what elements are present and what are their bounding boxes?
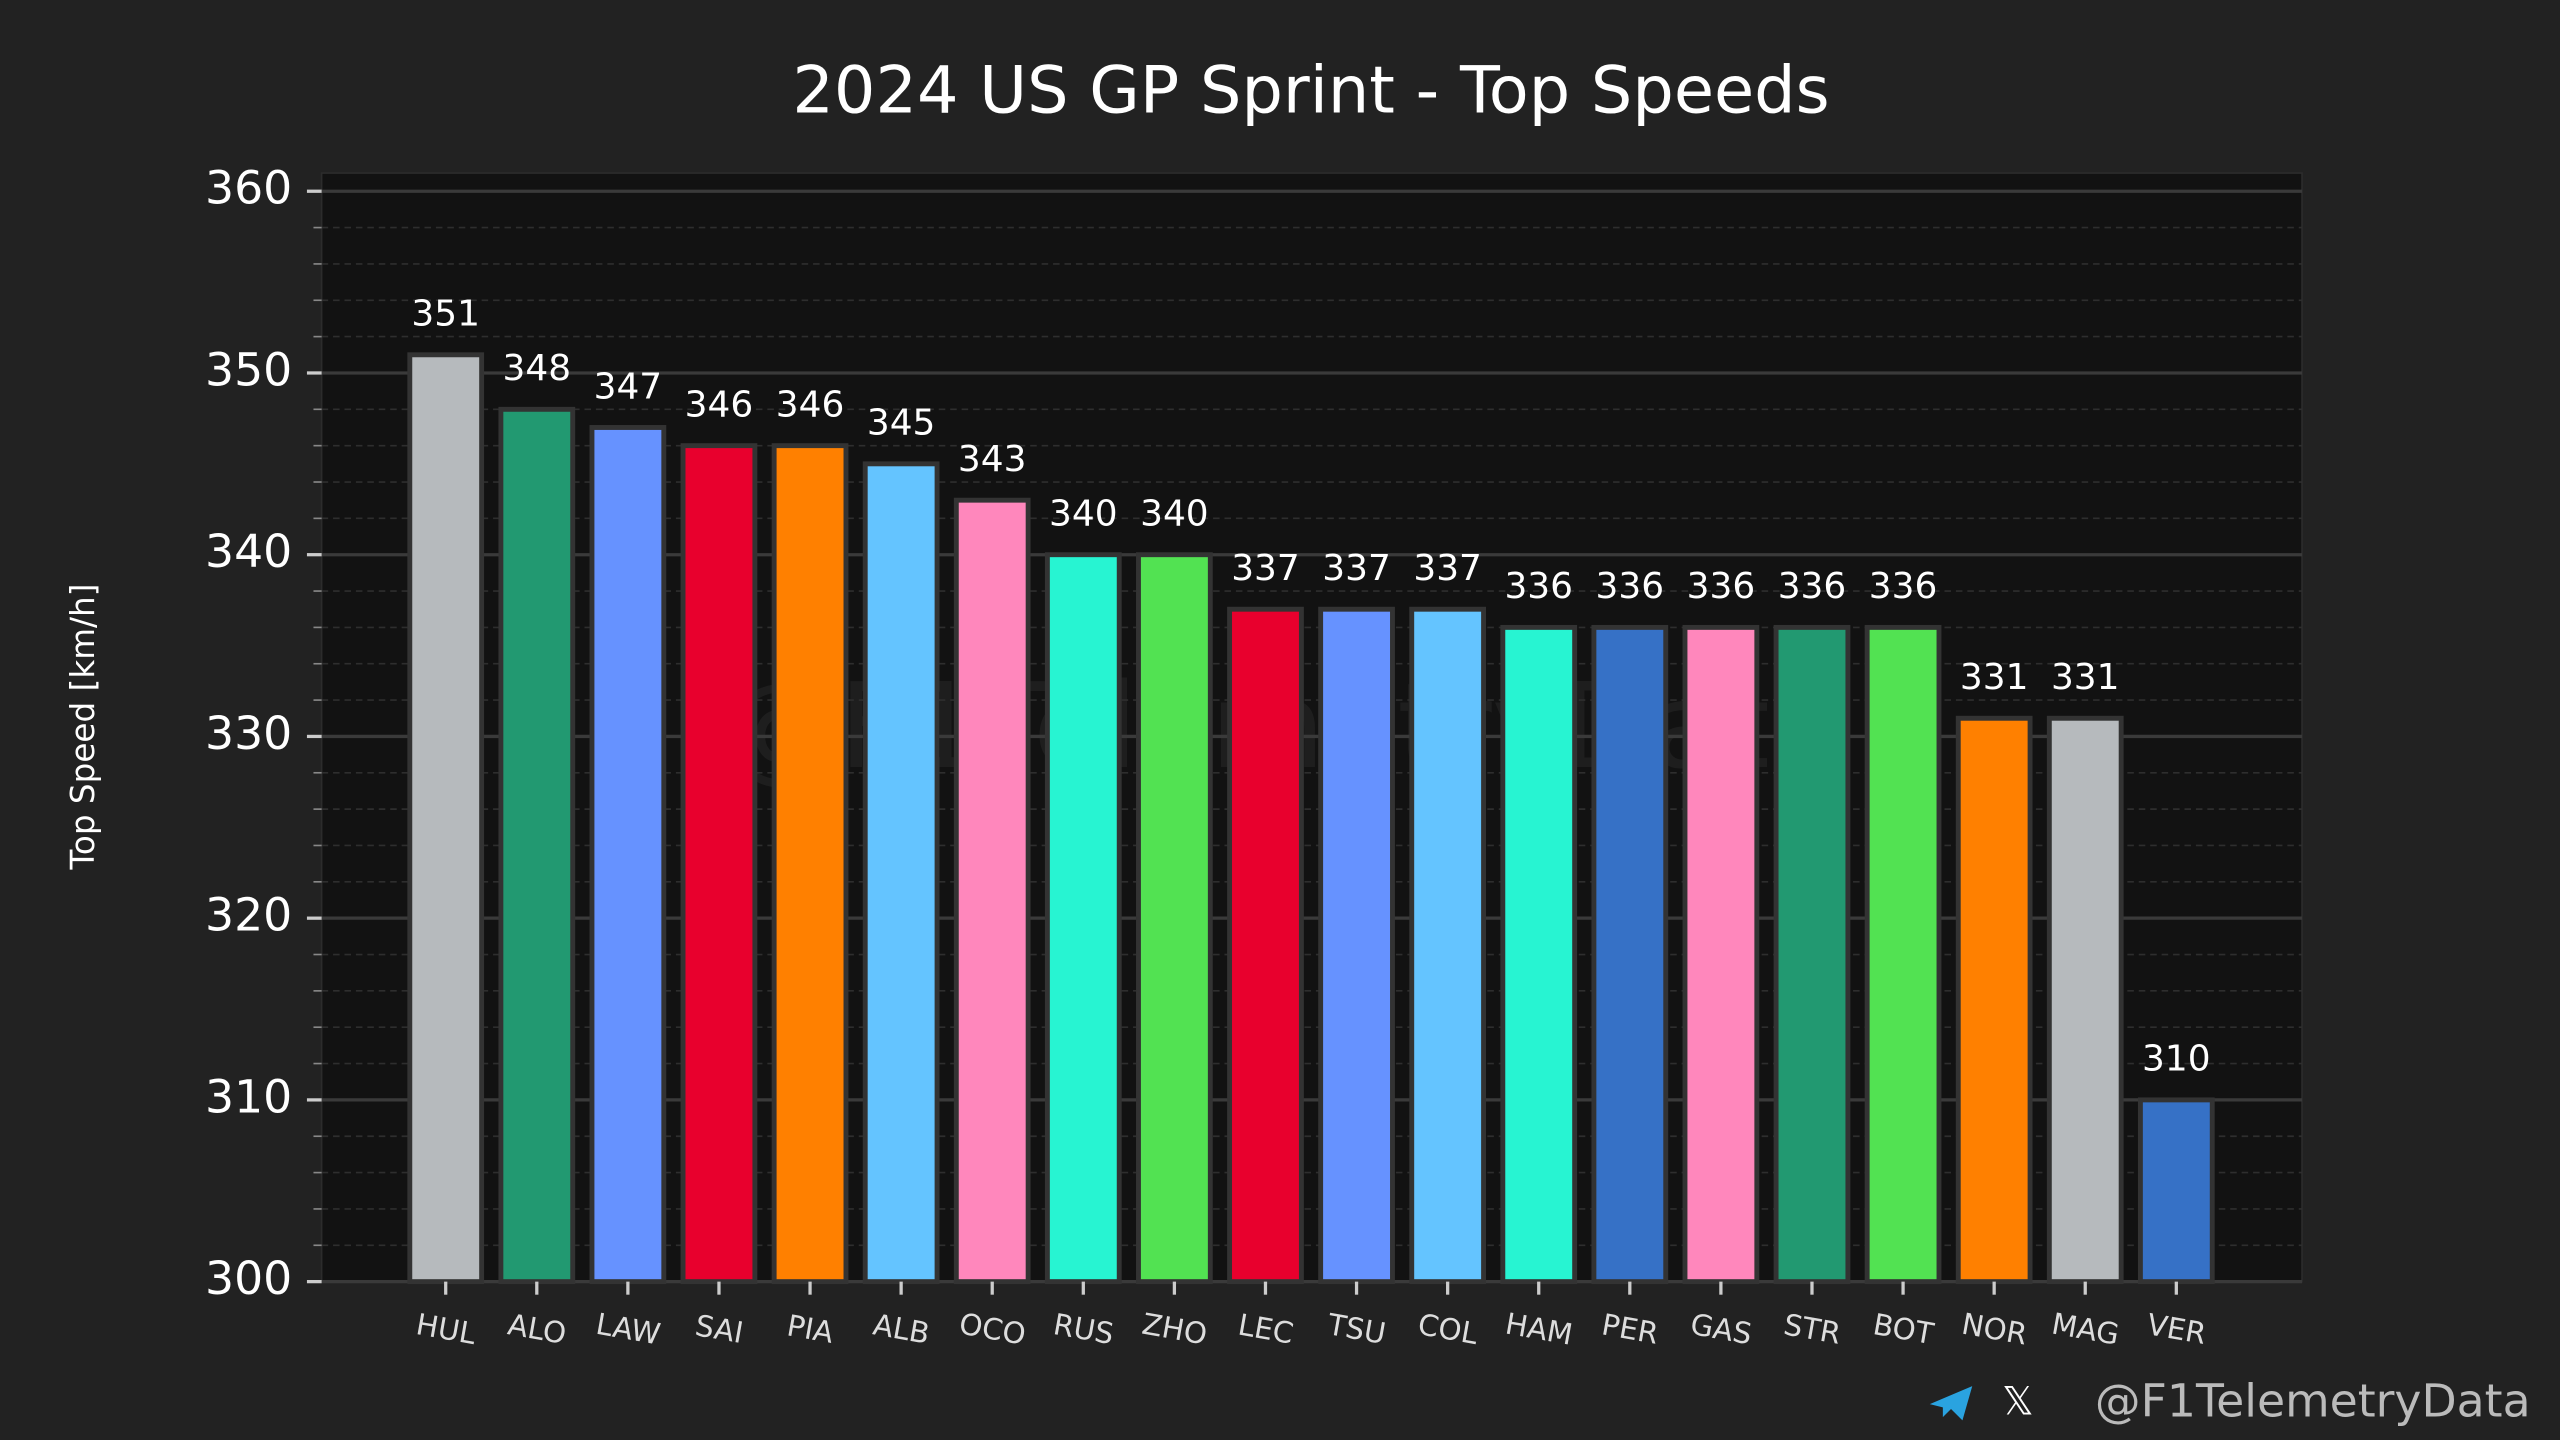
value-label: 337: [1413, 548, 1482, 589]
value-label: 348: [503, 348, 572, 389]
bar: [1773, 624, 1851, 1285]
value-label: 351: [411, 294, 480, 335]
bar: [498, 406, 576, 1285]
value-label: 340: [1140, 494, 1209, 535]
bar: [2046, 715, 2124, 1285]
bar: [1409, 606, 1487, 1285]
value-label: 346: [685, 384, 754, 425]
bar: [2137, 1097, 2215, 1285]
bar: [1500, 624, 1578, 1285]
bar: [1682, 624, 1760, 1285]
telegram-icon: [1929, 1386, 1973, 1421]
y-tick-label: 360: [205, 162, 292, 215]
bar: [1864, 624, 1942, 1285]
bar: [1044, 552, 1122, 1285]
value-label: 336: [1687, 566, 1756, 607]
value-label: 346: [776, 384, 845, 425]
value-label: 336: [1596, 566, 1665, 607]
bar: [953, 497, 1031, 1285]
y-axis-label: Top Speed [km/h]: [64, 584, 102, 871]
bar: [407, 352, 485, 1285]
y-tick-label: 330: [205, 707, 292, 760]
value-label: 340: [1049, 494, 1118, 535]
value-label: 336: [1869, 566, 1938, 607]
value-label: 337: [1231, 548, 1300, 589]
value-label: 310: [2142, 1039, 2211, 1080]
y-tick-label: 320: [205, 889, 292, 942]
bar: [1955, 715, 2033, 1285]
value-label: 337: [1322, 548, 1391, 589]
y-tick-label: 300: [205, 1252, 292, 1305]
chart-title: 2024 US GP Sprint - Top Speeds: [792, 53, 1829, 129]
x-tick-label: PIA: [784, 1308, 836, 1350]
bar: [771, 443, 849, 1285]
bar: [1318, 606, 1395, 1285]
y-tick-label: 310: [205, 1070, 292, 1123]
value-label: 331: [2051, 657, 2120, 698]
x-tick-label: SAI: [693, 1308, 746, 1350]
value-label: 347: [594, 366, 663, 407]
x-icon: 𝕏: [2002, 1380, 2034, 1425]
bar: [589, 425, 667, 1285]
bar: [1136, 552, 1213, 1285]
value-label: 336: [1504, 566, 1573, 607]
bar: [680, 443, 758, 1285]
value-label: 336: [1778, 566, 1847, 607]
bar: [1227, 606, 1304, 1285]
bar: [862, 461, 940, 1285]
footer-handle: @F1TelemetryData: [2095, 1375, 2531, 1428]
footer-icons: 𝕏: [1929, 1380, 2034, 1425]
value-label: 331: [1960, 657, 2029, 698]
value-label: 343: [958, 439, 1027, 480]
bar: [1591, 624, 1669, 1285]
y-tick-label: 340: [205, 525, 292, 578]
y-tick-label: 350: [205, 343, 292, 396]
value-label: 345: [867, 403, 936, 444]
